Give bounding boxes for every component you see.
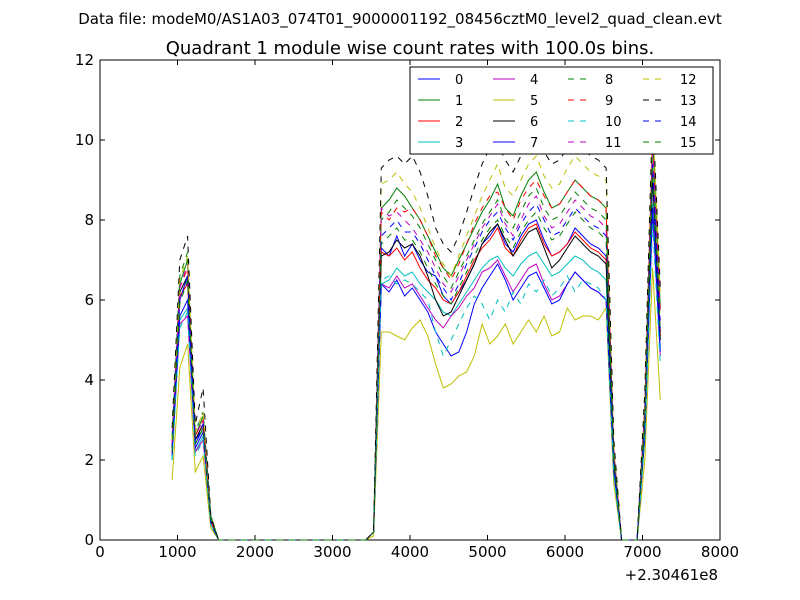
y-tick-label-8: 8 — [84, 211, 94, 229]
x-tick-label-8000: 8000 — [701, 543, 739, 561]
series-layer — [171, 107, 661, 541]
legend-label-14: 14 — [680, 115, 697, 130]
x-tick-label-6000: 6000 — [546, 543, 584, 561]
y-tick-label-4: 4 — [84, 371, 94, 389]
datafile-label: Data file: modeM0/AS1A03_074T01_90000011… — [78, 10, 722, 29]
legend-frame — [409, 66, 714, 155]
x-tick-label-0: 0 — [95, 543, 105, 561]
x-tick-label-4000: 4000 — [391, 543, 429, 561]
y-tick-label-10: 10 — [75, 131, 94, 149]
legend-label-13: 13 — [680, 94, 697, 109]
legend-label-1: 1 — [455, 94, 463, 109]
legend-label-9: 9 — [605, 94, 613, 109]
legend-label-5: 5 — [530, 94, 538, 109]
legend-label-7: 7 — [530, 136, 538, 151]
legend-label-3: 3 — [455, 136, 463, 151]
legend-label-2: 2 — [455, 115, 463, 130]
ticks-layer: 0 1000 2000 3000 4000 5000 6000 7000 80000246810… — [75, 51, 739, 561]
legend-label-12: 12 — [680, 73, 697, 88]
series-12-line — [171, 115, 661, 541]
x-tick-label-5000: 5000 — [468, 543, 506, 561]
legend-label-4: 4 — [530, 73, 538, 88]
x-tick-label-3000: 3000 — [313, 543, 351, 561]
y-tick-label-0: 0 — [84, 531, 94, 549]
chart-title: Quadrant 1 module wise count rates with … — [166, 38, 655, 59]
legend-label-6: 6 — [530, 115, 538, 130]
y-tick-label-2: 2 — [84, 451, 94, 469]
y-tick-label-6: 6 — [84, 291, 94, 309]
legend-label-11: 11 — [605, 136, 622, 151]
series-15-line — [171, 167, 661, 541]
x-tick-label-7000: 7000 — [623, 543, 661, 561]
x-tick-label-2000: 2000 — [236, 543, 274, 561]
legend-label-10: 10 — [605, 115, 622, 130]
x-offset-label: +2.30461e8 — [625, 566, 718, 584]
x-tick-label-1000: 1000 — [158, 543, 196, 561]
legend-label-15: 15 — [680, 136, 697, 151]
legend-label-8: 8 — [605, 73, 613, 88]
series-14-line — [171, 163, 661, 541]
legend-label-0: 0 — [455, 73, 463, 88]
y-tick-label-12: 12 — [75, 51, 94, 69]
